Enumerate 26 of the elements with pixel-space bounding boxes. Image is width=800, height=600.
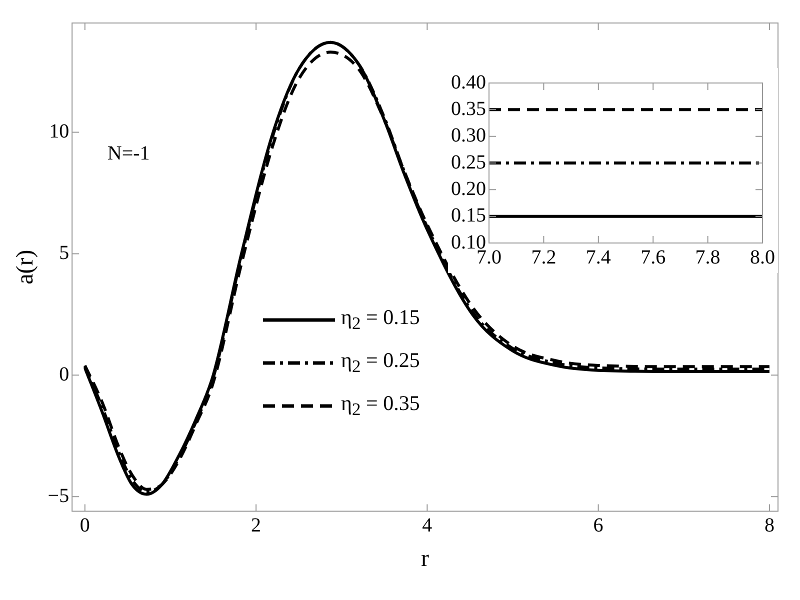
legend-label: η$_{2}$ = 0.25: [341, 348, 420, 378]
legend-label: η$_{2}$ = 0.35: [341, 390, 420, 420]
x-tick-label: 0: [80, 514, 90, 536]
y-tick-label: 0.20: [451, 178, 486, 200]
x-tick-label: 7.2: [531, 246, 556, 268]
x-tick-label: 7.8: [695, 246, 720, 268]
y-tick-label: 10: [49, 120, 70, 143]
y-tick-label: 0.15: [451, 204, 486, 227]
x-tick-label: 2: [251, 514, 262, 536]
x-axis-title: r: [421, 546, 430, 572]
legend-label: η$_{2}$ = 0.15: [341, 304, 420, 334]
y-tick-label: 5: [59, 242, 70, 264]
y-tick-label: 0.40: [451, 71, 486, 94]
y-tick-label: −5: [48, 484, 70, 507]
x-tick-label: 7.4: [586, 246, 611, 268]
x-tick-label: 8.0: [750, 246, 775, 268]
x-tick-label: 4: [422, 514, 432, 536]
y-tick-label: 0.30: [451, 124, 486, 147]
x-tick-label: 6: [593, 514, 604, 536]
x-tick-label: 7.6: [640, 246, 666, 268]
y-tick-label: 0.35: [451, 98, 486, 120]
y-axis-title: a(r): [12, 250, 39, 284]
annotation: N=-1: [107, 142, 150, 165]
y-tick-label: 0.25: [451, 151, 486, 174]
x-tick-label: 8: [764, 514, 774, 536]
y-tick-label: 0: [59, 363, 70, 386]
